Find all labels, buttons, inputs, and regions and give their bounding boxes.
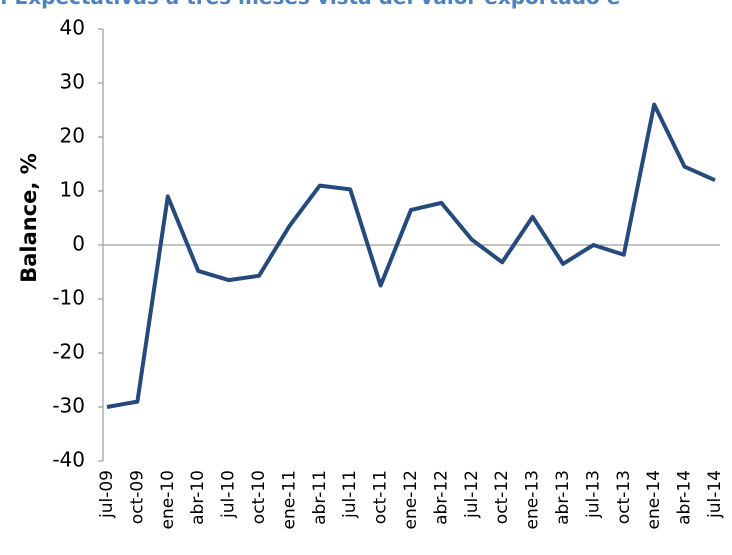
y-axis-label: Balance, % xyxy=(17,153,41,283)
y-tick-label: 40 xyxy=(60,16,85,40)
y-tick-label: 20 xyxy=(60,124,85,148)
x-tick-label: ene-13 xyxy=(523,470,543,529)
x-tick-label: jul-13 xyxy=(583,470,603,519)
x-tick-label: ene-14 xyxy=(644,470,664,529)
data-line xyxy=(106,102,716,409)
x-tick-label: jul-12 xyxy=(462,470,482,519)
x-tick-label: oct-12 xyxy=(492,470,512,524)
x-tick-label: abr-11 xyxy=(310,470,330,525)
y-tick-label: -10 xyxy=(52,286,85,310)
y-tick-label: -30 xyxy=(52,394,85,418)
x-tick-label: jul-09 xyxy=(97,470,117,519)
x-tick-label: jul-14 xyxy=(705,470,725,519)
x-tick-label: abr-13 xyxy=(553,470,573,525)
x-tick-label: abr-12 xyxy=(431,470,451,525)
y-tick-label: 0 xyxy=(72,232,85,256)
y-tick-label: -40 xyxy=(52,448,85,472)
x-tick-label: oct-13 xyxy=(614,470,634,524)
x-tick-label: ene-10 xyxy=(158,470,178,529)
y-tick-label: 10 xyxy=(60,178,85,202)
x-tick-label: jul-11 xyxy=(340,470,360,519)
y-tick-label: 30 xyxy=(60,70,85,94)
x-tick-label: abr-10 xyxy=(188,470,208,525)
chart-title: . Expectativas a tres meses vista del va… xyxy=(0,0,620,9)
x-tick-label: jul-10 xyxy=(219,470,239,519)
x-tick-label: oct-11 xyxy=(371,470,391,524)
x-tick-label: oct-10 xyxy=(249,470,269,524)
x-tick-label: ene-11 xyxy=(279,470,299,529)
x-tick-label: oct-09 xyxy=(127,470,147,524)
y-tick-label: -20 xyxy=(52,340,85,364)
x-tick-label: abr-14 xyxy=(675,470,695,525)
x-tick-label: ene-12 xyxy=(401,470,421,529)
